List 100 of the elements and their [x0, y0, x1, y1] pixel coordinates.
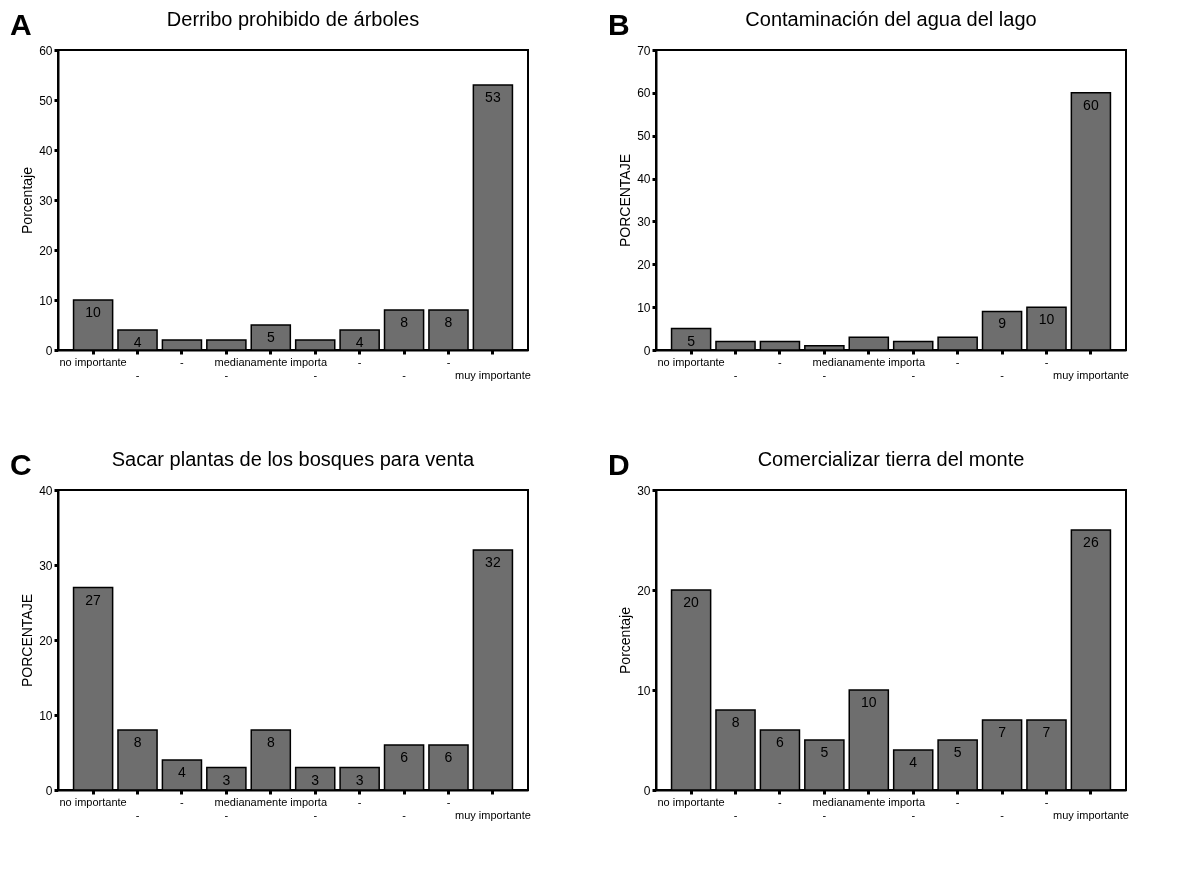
x-tick-label: -: [313, 808, 318, 821]
y-axis-title: PORCENTAJE: [617, 153, 634, 248]
y-tick-label: 70: [637, 43, 651, 58]
x-tick-label: -: [313, 368, 318, 381]
x-tick-label: -: [911, 368, 916, 381]
chart-title: Derribo prohibido de árboles: [166, 8, 420, 30]
data-label: 8: [444, 314, 453, 330]
data-label: 3: [355, 771, 364, 788]
y-tick-label: 20: [637, 257, 651, 272]
data-label: 32: [485, 554, 501, 570]
data-label: 27: [85, 591, 102, 608]
x-tick-label: -: [135, 368, 140, 381]
x-tick-label: -: [446, 795, 451, 808]
data-label: 4: [178, 764, 187, 780]
y-tick-label: 30: [637, 483, 651, 498]
chart-title: Sacar plantas de los bosques para venta: [111, 448, 476, 470]
x-tick-label: no importante: [59, 795, 127, 808]
y-tick-label: 10: [39, 293, 53, 308]
y-tick-label: 10: [637, 683, 651, 698]
data-label: 5: [687, 332, 696, 349]
x-tick-label: -: [446, 355, 451, 368]
text: D: [608, 448, 630, 481]
text: C: [10, 448, 32, 481]
data-label: 10: [1038, 311, 1055, 328]
x-tick-label: -: [180, 795, 185, 808]
y-tick-label: 0: [643, 783, 651, 798]
y-axis-title: PORCENTAJE: [19, 593, 36, 688]
data-label: 6: [776, 734, 785, 750]
x-tick-label: no importante: [59, 355, 127, 368]
x-tick-label: -: [778, 795, 783, 808]
x-tick-label: muy importante: [1053, 808, 1129, 821]
x-tick-label: -: [135, 808, 140, 821]
data-label: 3: [311, 771, 320, 788]
y-tick-label: 40: [39, 483, 53, 498]
x-tick-label: -: [911, 808, 916, 821]
data-label: 53: [485, 89, 501, 105]
x-tick-label: muy importante: [455, 368, 531, 381]
x-tick-label: -: [402, 808, 407, 821]
data-label: 4: [355, 334, 364, 350]
y-tick-label: 10: [637, 300, 651, 315]
y-tick-label: 0: [45, 343, 53, 358]
data-label: 6: [444, 749, 453, 765]
x-tick-label: -: [1000, 808, 1005, 821]
y-tick-label: 60: [39, 43, 53, 58]
x-tick-label: -: [955, 355, 960, 368]
data-label: 9: [998, 315, 1007, 332]
x-tick-label: -: [224, 808, 229, 821]
x-tick-label: -: [778, 355, 783, 368]
y-tick-label: 40: [39, 143, 53, 158]
data-label: 5: [953, 744, 962, 760]
data-label: 5: [266, 329, 275, 345]
x-tick-label: medianamente importa: [812, 355, 926, 368]
y-tick-label: 30: [39, 193, 53, 208]
x-tick-label: -: [357, 355, 362, 368]
data-label: 10: [85, 304, 102, 320]
x-tick-label: medianamente importa: [812, 795, 926, 808]
data-label: 8: [731, 714, 740, 730]
x-tick-label: -: [1000, 368, 1005, 381]
data-label: 4: [909, 754, 918, 770]
x-tick-label: -: [180, 355, 185, 368]
data-label: 26: [1083, 534, 1099, 550]
data-label: 6: [400, 749, 409, 765]
data-label: 60: [1083, 96, 1099, 113]
y-tick-label: 20: [39, 243, 53, 258]
data-label: 7: [1042, 724, 1051, 740]
x-tick-label: -: [822, 368, 827, 381]
data-label: 5: [820, 744, 829, 760]
x-tick-label: -: [224, 368, 229, 381]
x-tick-label: -: [733, 368, 738, 381]
data-label: 10: [861, 694, 877, 710]
x-tick-label: medianamente importa: [214, 355, 328, 368]
y-tick-label: 60: [637, 86, 651, 101]
y-tick-label: 20: [637, 583, 651, 598]
y-axis-title: Porcentaje: [19, 166, 36, 234]
text: B: [608, 8, 630, 41]
x-tick-label: -: [357, 795, 362, 808]
x-tick-label: muy importante: [455, 808, 531, 821]
x-tick-label: -: [822, 808, 827, 821]
y-tick-label: 10: [39, 708, 53, 723]
data-label: 3: [222, 771, 231, 788]
y-axis-title: Porcentaje: [617, 606, 634, 674]
x-tick-label: -: [1044, 795, 1049, 808]
x-tick-label: no importante: [657, 795, 725, 808]
data-label: 4: [133, 334, 142, 350]
x-tick-label: medianamente importa: [214, 795, 328, 808]
chart-title: Comercializar tierra del monte: [757, 448, 1025, 470]
x-tick-label: -: [1044, 355, 1049, 368]
data-label: 8: [133, 734, 142, 750]
text: A: [10, 8, 32, 41]
x-tick-label: -: [733, 808, 738, 821]
y-tick-label: 50: [39, 93, 53, 108]
chart-title: Contaminación del agua del lago: [745, 8, 1037, 30]
y-tick-label: 40: [637, 172, 651, 187]
y-tick-label: 50: [637, 129, 651, 144]
data-label: 20: [683, 594, 700, 610]
y-tick-label: 30: [39, 558, 53, 573]
x-tick-label: -: [955, 795, 960, 808]
y-tick-label: 0: [643, 343, 651, 358]
x-tick-label: no importante: [657, 355, 725, 368]
x-tick-label: muy importante: [1053, 368, 1129, 381]
